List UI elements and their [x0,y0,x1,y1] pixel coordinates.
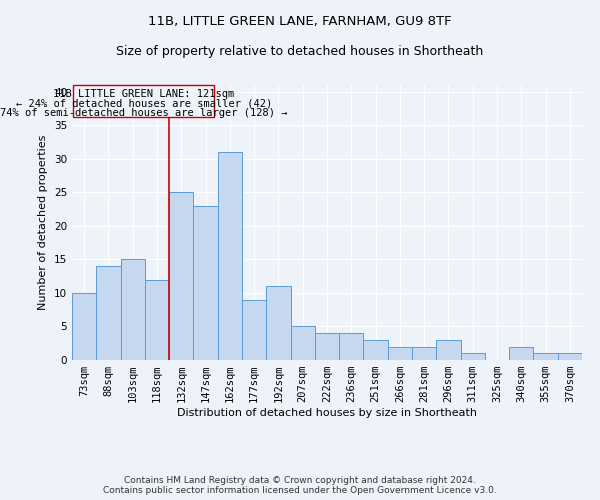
Bar [412,346,436,360]
Text: Contains HM Land Registry data © Crown copyright and database right 2024.
Contai: Contains HM Land Registry data © Crown c… [103,476,497,495]
Bar [169,192,193,360]
Bar [218,152,242,360]
Bar [121,260,145,360]
Bar [558,354,582,360]
Bar [290,326,315,360]
Text: 11B LITTLE GREEN LANE: 121sqm: 11B LITTLE GREEN LANE: 121sqm [53,89,234,99]
Text: 74% of semi-detached houses are larger (128) →: 74% of semi-detached houses are larger (… [0,108,287,118]
Bar [461,354,485,360]
Bar [145,280,169,360]
Bar [364,340,388,360]
Bar [533,354,558,360]
Text: ← 24% of detached houses are smaller (42): ← 24% of detached houses are smaller (42… [16,98,272,108]
Bar [436,340,461,360]
Bar [388,346,412,360]
Bar [315,333,339,360]
Bar [242,300,266,360]
Bar [266,286,290,360]
Text: 11B, LITTLE GREEN LANE, FARNHAM, GU9 8TF: 11B, LITTLE GREEN LANE, FARNHAM, GU9 8TF [148,15,452,28]
Bar [193,206,218,360]
Bar [72,293,96,360]
X-axis label: Distribution of detached houses by size in Shortheath: Distribution of detached houses by size … [177,408,477,418]
Y-axis label: Number of detached properties: Number of detached properties [38,135,49,310]
Bar [339,333,364,360]
FancyBboxPatch shape [73,85,214,117]
Bar [509,346,533,360]
Text: Size of property relative to detached houses in Shortheath: Size of property relative to detached ho… [116,45,484,58]
Bar [96,266,121,360]
